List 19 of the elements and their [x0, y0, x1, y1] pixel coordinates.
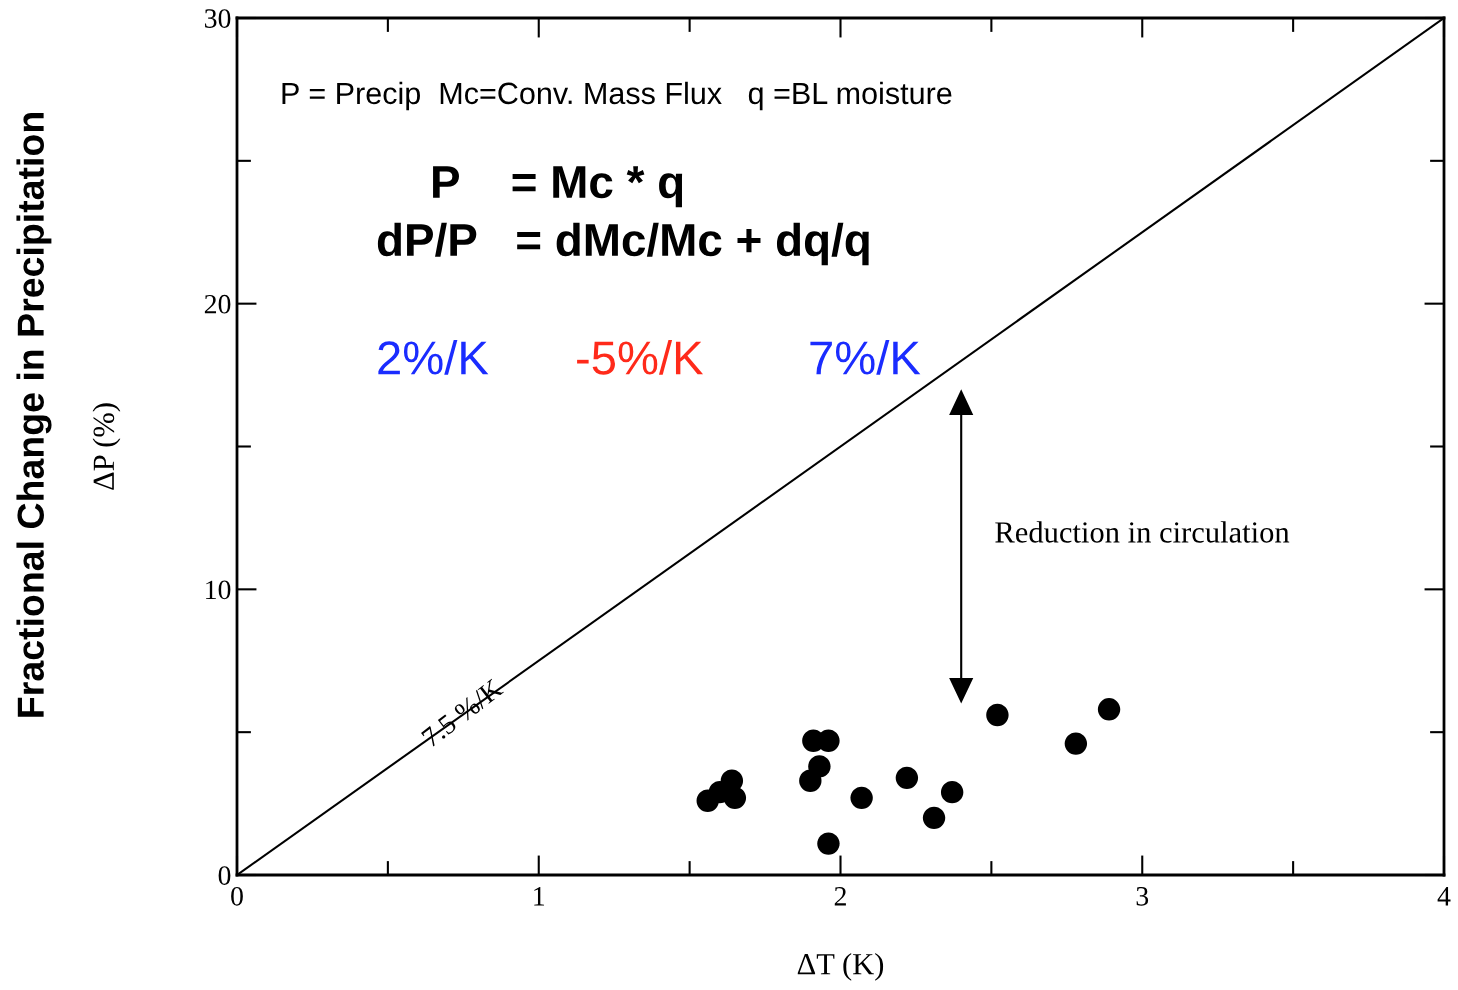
x-tick-label: 1	[534, 887, 545, 906]
y-tick-label: 10	[206, 580, 231, 600]
annotation: -5%/K	[577, 339, 704, 375]
x-axis-title: ΔT (K)	[797, 952, 884, 981]
y-tick-label: 0	[218, 866, 231, 885]
annotation: 7.5 %/K	[420, 677, 505, 748]
annotation: 7%/K	[810, 339, 921, 375]
annotation: dP/P = dMc/Mc + dq/q	[377, 222, 869, 266]
annotation: P = Mc * q	[433, 166, 683, 208]
x-tick-label: 2	[834, 886, 846, 906]
annotation: Reduction in circulation	[995, 521, 1290, 543]
x-tick-label: 3	[1136, 886, 1149, 906]
x-tick-label: 4	[1437, 887, 1451, 906]
y-tick-label: 20	[204, 294, 231, 314]
y-axis-title: ΔP (%)	[92, 403, 121, 490]
annotation: 2%/K	[378, 339, 489, 375]
y-tick-label: 30	[204, 9, 231, 28]
annotation: P = Precip Mc=Conv. Mass Flux q =BL moisture	[282, 81, 952, 111]
text: Fractional Change in Precipitation	[16, 113, 52, 717]
